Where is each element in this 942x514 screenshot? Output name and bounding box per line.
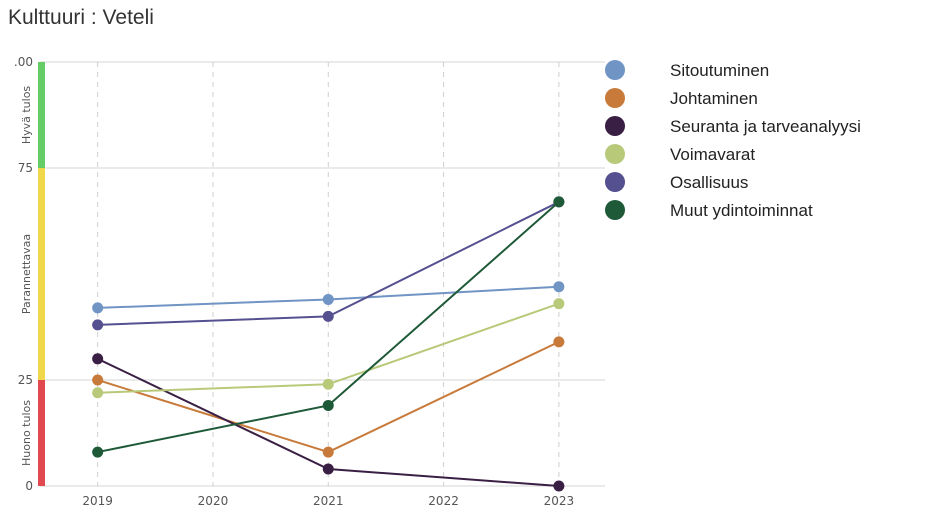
band-label: Parannettavaa [20,234,33,314]
legend-marker [605,60,625,80]
data-point [322,310,334,322]
x-tick-label: 2019 [82,494,113,508]
legend-marker [605,200,625,220]
chart-title: Kulttuuri : Veteli [8,6,154,29]
data-point [553,480,565,492]
band-label: Hyvä tulos [20,86,33,145]
data-point [322,378,334,390]
band-label: Huono tulos [20,400,33,466]
band-bar [38,168,45,380]
x-tick-label: 2020 [198,494,229,508]
y-tick-label: .00 [14,55,33,69]
legend-marker [605,88,625,108]
legend-label: Osallisuus [670,173,749,192]
legend-marker [605,144,625,164]
data-point [92,353,104,365]
x-tick-label: 2021 [313,494,344,508]
legend-label: Muut ydintoiminnat [670,201,813,220]
data-point [553,336,565,348]
band-bar [38,380,45,486]
data-point [553,281,565,293]
data-point [322,463,334,475]
x-tick-label: 2022 [428,494,459,508]
data-point [92,446,104,458]
data-point [92,319,104,331]
data-point [553,196,565,208]
legend-label: Seuranta ja tarveanalyysi [670,117,861,136]
band-bar [38,62,45,168]
x-tick-label: 2023 [544,494,575,508]
data-point [92,387,104,399]
data-point [322,293,334,305]
data-point [553,298,565,310]
data-point [92,302,104,314]
data-point [322,446,334,458]
legend-label: Voimavarat [670,145,756,164]
legend-marker [605,172,625,192]
data-point [92,374,104,386]
data-point [322,399,334,411]
y-tick-label: 0 [25,479,33,493]
y-tick-label: 75 [18,161,33,175]
legend-label: Sitoutuminen [670,61,770,80]
y-tick-label: 25 [18,373,33,387]
legend-label: Johtaminen [670,89,758,108]
legend-marker [605,116,625,136]
